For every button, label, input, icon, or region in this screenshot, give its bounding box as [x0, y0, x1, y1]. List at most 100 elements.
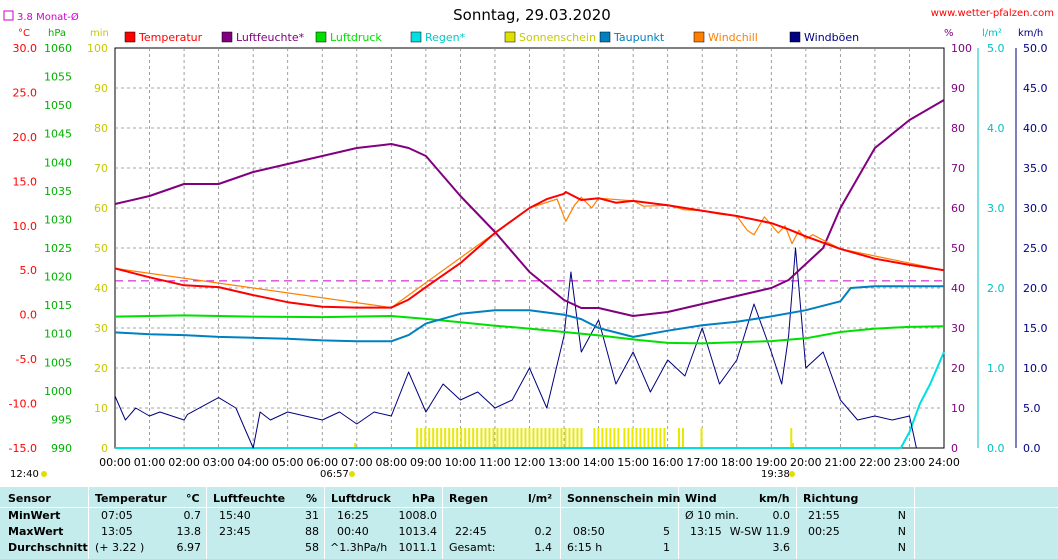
- humidity-tick-label: 40: [951, 282, 965, 295]
- sunshine-bar: [572, 428, 575, 448]
- hdr-pressure: Luftdruck: [331, 492, 391, 505]
- month-avg-label: 3.8 Monat-Ø: [17, 11, 79, 23]
- pressure-tick-label: 1010: [44, 328, 72, 341]
- pressure-unit: hPa: [48, 28, 66, 39]
- sun-tick-label: 30: [94, 322, 108, 335]
- x-tick-label: 09:00: [410, 456, 442, 469]
- sunshine-bar: [468, 428, 471, 448]
- pressure-tick-label: 1000: [44, 385, 72, 398]
- legend-swatch: [221, 31, 233, 43]
- sunshine-bar: [631, 428, 634, 448]
- sunshine-bar: [476, 428, 479, 448]
- dewpoint-series-line: [114, 285, 944, 343]
- humidity-series-line: [114, 99, 945, 317]
- pressure-tick-label: 1045: [44, 128, 72, 141]
- sun-tick-label: 100: [87, 42, 108, 55]
- sunshine-bar: [456, 428, 459, 448]
- sunshine-bar: [484, 428, 487, 448]
- wind-value: 3.6: [772, 541, 791, 554]
- temp-tick-label: 15.0: [13, 175, 38, 188]
- hdr-temperature-unit: °C: [186, 492, 200, 505]
- humidity-tick-label: 0: [951, 442, 958, 455]
- legend-swatch: [410, 31, 422, 43]
- temp-tick-label: 20.0: [13, 131, 38, 144]
- temp-tick-label: -15.0: [9, 442, 37, 455]
- x-tick-label: 08:00: [375, 456, 407, 469]
- pressure-time: 16:25: [337, 509, 369, 522]
- legend-label: Windböen: [804, 31, 859, 44]
- sunshine-bar: [790, 428, 793, 448]
- wind-time: 13:15: [690, 525, 722, 538]
- hdr-temperature: Temperatur: [95, 492, 167, 505]
- temp-time: (+ 3.22 ): [95, 541, 145, 554]
- sunshine-bar: [601, 428, 604, 448]
- series-layer: [114, 99, 945, 449]
- sunshine-bar: [440, 428, 443, 448]
- sunshine-bar: [609, 428, 612, 448]
- rain-tick-label: 5.0: [987, 42, 1005, 55]
- sunshine-bar: [500, 428, 503, 448]
- legend-swatch: [124, 31, 136, 43]
- humidity-tick-label: 70: [951, 162, 965, 175]
- hdr-rain-unit: l/m²: [528, 492, 553, 505]
- sun-time: 6:15 h: [567, 541, 603, 554]
- wind-tick-label: 40.0: [1023, 122, 1048, 135]
- summary-table: Sensor Temperatur °C Luftfeuchte % Luftd…: [0, 487, 1058, 559]
- direction-time: 21:55: [808, 509, 840, 522]
- sunshine-bar: [568, 428, 571, 448]
- direction-time: 00:25: [808, 525, 840, 538]
- temp-value: 0.7: [183, 509, 202, 522]
- hdr-wind: Wind: [685, 492, 717, 505]
- legend-label: Sonnenschein: [519, 31, 596, 44]
- x-tick-label: 23:00: [894, 456, 926, 469]
- rain-unit: l/m²: [982, 28, 1002, 39]
- sunshine-bar: [643, 428, 646, 448]
- wind-tick-label: 10.0: [1023, 362, 1048, 375]
- legend-item: Luftfeuchte*: [221, 31, 305, 44]
- sunset-sun-icon: [789, 471, 795, 477]
- temp-tick-label: 30.0: [13, 42, 38, 55]
- rain-tick-label: 3.0: [987, 202, 1005, 215]
- temp-tick-label: -10.0: [9, 398, 37, 411]
- sunrise-marker: [354, 443, 357, 448]
- legend-item: Sonnenschein: [504, 31, 596, 44]
- sunshine-bar: [556, 428, 559, 448]
- row-label: Durchschnitt: [8, 541, 88, 554]
- x-tick-label: 20:00: [790, 456, 822, 469]
- legend-item: Luftdruck: [315, 31, 382, 44]
- sun-tick-label: 60: [94, 202, 108, 215]
- chart-title: Sonntag, 29.03.2020: [453, 6, 611, 24]
- sunshine-bar: [516, 428, 519, 448]
- sunshine-bar: [540, 428, 543, 448]
- x-tick-label: 16:00: [652, 456, 684, 469]
- sunrise-sun-icon: [349, 471, 355, 477]
- humidity-tick-label: 80: [951, 122, 965, 135]
- legend-item: Temperatur: [124, 31, 203, 44]
- humidity-value: 31: [305, 509, 319, 522]
- sunshine-bar: [444, 428, 447, 448]
- sun-tick-label: 20: [94, 362, 108, 375]
- sunshine-bar: [436, 428, 439, 448]
- sunshine-bar: [560, 428, 563, 448]
- legend-label: Temperatur: [138, 31, 203, 44]
- pressure-time: ^1.3hPa/h: [330, 541, 388, 554]
- pressure-series-line: [114, 314, 945, 345]
- direction-value: N: [897, 541, 906, 554]
- daylength-sun-icon: [41, 471, 47, 477]
- x-tick-label: 02:00: [168, 456, 200, 469]
- chart-grid: [114, 47, 1017, 449]
- direction-value: N: [897, 525, 906, 538]
- hdr-sunshine: Sonnenschein min: [567, 492, 681, 505]
- sunshine-bar: [424, 428, 427, 448]
- x-tick-label: 24:00: [928, 456, 960, 469]
- wind-tick-label: 25.0: [1023, 242, 1048, 255]
- pressure-value: 1008.0: [398, 509, 438, 522]
- humidity-tick-label: 30: [951, 322, 965, 335]
- humidity-value: 58: [305, 541, 319, 554]
- rain-time: Gesamt:: [449, 541, 496, 554]
- temp-tick-label: 25.0: [13, 86, 38, 99]
- wind-tick-label: 30.0: [1023, 202, 1048, 215]
- pressure-value: 1011.1: [398, 541, 438, 554]
- x-tick-label: 14:00: [583, 456, 615, 469]
- site-link[interactable]: www.wetter-pfalzen.com: [931, 8, 1054, 19]
